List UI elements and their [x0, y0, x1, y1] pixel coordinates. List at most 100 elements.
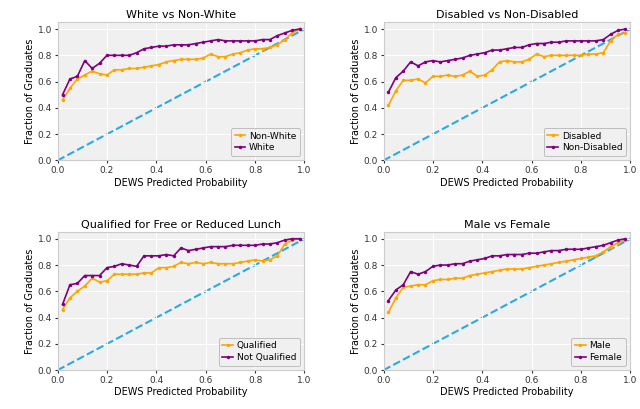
Title: Disabled vs Non-Disabled: Disabled vs Non-Disabled — [436, 10, 578, 20]
Qualified — [155, 265, 163, 270]
Non-White — [244, 47, 252, 52]
Male — [621, 238, 629, 243]
Female — [532, 251, 540, 256]
Not Qualified — [229, 243, 237, 248]
White — [273, 33, 281, 38]
White — [132, 50, 140, 55]
Title: White vs Non-White: White vs Non-White — [126, 10, 236, 20]
Non-Disabled — [459, 56, 467, 61]
Qualified — [148, 270, 156, 275]
Qualified — [259, 258, 266, 263]
Non-White — [192, 57, 200, 62]
Male — [518, 267, 525, 272]
Non-Disabled — [392, 75, 400, 80]
Disabled — [540, 54, 548, 59]
Qualified — [214, 261, 222, 266]
Female — [525, 251, 533, 256]
Non-White — [266, 45, 274, 50]
Qualified — [125, 272, 133, 276]
Female — [563, 247, 570, 252]
X-axis label: DEWS Predicted Probability: DEWS Predicted Probability — [115, 387, 248, 398]
Disabled — [399, 78, 407, 83]
Male — [555, 260, 563, 265]
Non-Disabled — [555, 40, 563, 45]
Non-Disabled — [422, 59, 429, 64]
Qualified — [140, 270, 148, 275]
Non-White — [163, 59, 170, 64]
Non-White — [259, 46, 266, 51]
White — [125, 53, 133, 58]
Non-White — [296, 27, 303, 31]
Not Qualified — [259, 242, 266, 247]
Not Qualified — [66, 282, 74, 287]
Disabled — [584, 52, 592, 56]
Disabled — [614, 32, 622, 37]
Non-Disabled — [474, 52, 481, 56]
White — [288, 28, 296, 33]
Not Qualified — [132, 264, 140, 269]
Disabled — [511, 59, 518, 64]
Disabled — [481, 72, 488, 77]
Male — [525, 265, 533, 270]
Male — [444, 277, 452, 282]
Qualified — [103, 279, 111, 283]
Female — [584, 245, 592, 250]
Non-White — [140, 65, 148, 70]
Male — [436, 277, 444, 282]
Disabled — [600, 50, 607, 55]
Not Qualified — [244, 243, 252, 248]
Qualified — [244, 258, 252, 263]
Female — [392, 288, 400, 292]
Female — [481, 256, 488, 261]
Disabled — [525, 57, 533, 62]
Non-White — [155, 62, 163, 67]
Non-Disabled — [563, 38, 570, 43]
Qualified — [207, 260, 214, 265]
Non-White — [111, 67, 118, 72]
Male — [429, 279, 436, 283]
Female — [570, 247, 577, 252]
Line: Qualified: Qualified — [61, 237, 301, 311]
Y-axis label: Fraction of Graduates: Fraction of Graduates — [351, 39, 361, 144]
Non-Disabled — [570, 38, 577, 43]
Non-Disabled — [466, 53, 474, 58]
Title: Male vs Female: Male vs Female — [464, 220, 550, 230]
White — [266, 37, 274, 42]
Non-White — [125, 66, 133, 71]
Non-White — [59, 98, 67, 103]
Not Qualified — [273, 240, 281, 245]
Non-Disabled — [444, 58, 452, 63]
Non-Disabled — [592, 38, 600, 43]
Not Qualified — [74, 281, 81, 286]
Non-Disabled — [481, 50, 488, 55]
Non-Disabled — [496, 47, 504, 52]
White — [140, 46, 148, 51]
Non-White — [170, 58, 177, 63]
Disabled — [592, 52, 600, 56]
Qualified — [111, 272, 118, 276]
Qualified — [74, 289, 81, 294]
Female — [466, 258, 474, 263]
Female — [414, 272, 422, 276]
Female — [496, 254, 504, 258]
Non-Disabled — [429, 58, 436, 63]
White — [200, 40, 207, 45]
Non-White — [81, 72, 88, 77]
Qualified — [66, 295, 74, 300]
White — [155, 44, 163, 49]
Male — [563, 258, 570, 263]
Female — [444, 263, 452, 267]
Qualified — [236, 260, 244, 265]
Qualified — [81, 283, 88, 288]
Female — [540, 249, 548, 254]
Not Qualified — [59, 302, 67, 307]
Not Qualified — [118, 261, 125, 266]
Disabled — [563, 53, 570, 58]
Female — [555, 248, 563, 253]
Male — [577, 256, 585, 261]
Qualified — [281, 242, 289, 247]
Male — [414, 282, 422, 287]
White — [88, 66, 96, 71]
Non-White — [66, 86, 74, 91]
Male — [451, 276, 459, 281]
